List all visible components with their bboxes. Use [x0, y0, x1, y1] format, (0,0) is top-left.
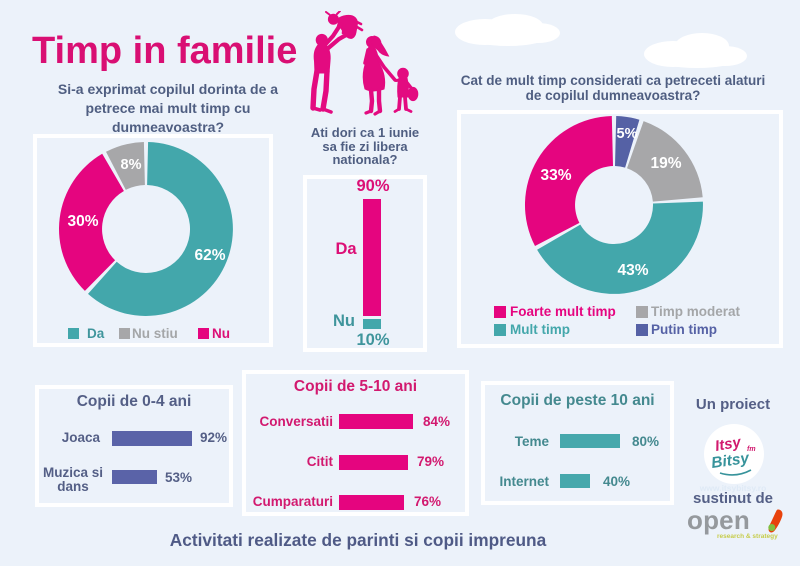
svg-text:research & strategy: research & strategy: [717, 533, 778, 540]
svg-text:open: open: [687, 508, 750, 535]
svg-text:Bitsy: Bitsy: [710, 450, 751, 472]
svg-text:Itsy: Itsy: [714, 434, 743, 455]
svg-text:fm: fm: [747, 446, 756, 453]
